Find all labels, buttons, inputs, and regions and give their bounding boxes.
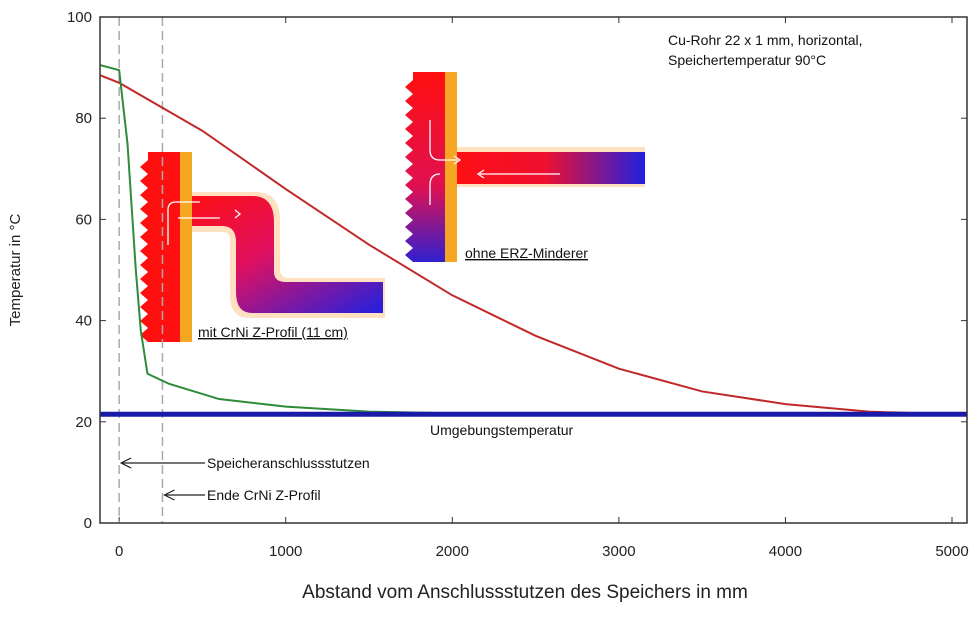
- insulation: [180, 152, 192, 342]
- y-tick-label: 100: [67, 9, 92, 26]
- plot-frame: [99, 16, 968, 524]
- line-series: [99, 74, 967, 416]
- series-label: Umgebungstemperatur: [430, 422, 574, 438]
- series-label: mit CrNi Z-Profil (11 cm): [198, 324, 348, 340]
- x-tick-label: 5000: [935, 543, 968, 560]
- y-tick-label: 0: [84, 515, 92, 532]
- y-tick-label: 80: [75, 110, 92, 127]
- y-axis-title: Temperatur in °C: [7, 213, 24, 326]
- pipe: [445, 152, 645, 184]
- annotation: Speichertemperatur 90°C: [668, 52, 826, 68]
- y-tick-label: 40: [75, 313, 92, 330]
- tank-wall: [140, 152, 180, 342]
- y-tick-label: 20: [75, 414, 92, 431]
- y-tick-label: 60: [75, 211, 92, 228]
- annotation: Cu-Rohr 22 x 1 mm, horizontal,: [668, 32, 863, 48]
- series-label: ohne ERZ-Minderer: [465, 245, 588, 261]
- x-tick-label: 1000: [269, 543, 302, 560]
- pipe: [180, 196, 383, 313]
- x-tick-label: 3000: [602, 543, 635, 560]
- insulation: [445, 72, 457, 262]
- reference-label: Ende CrNi Z-Profil: [207, 487, 321, 503]
- x-tick-label: 4000: [769, 543, 802, 560]
- tank-wall: [405, 72, 445, 262]
- arrow: [163, 489, 205, 501]
- pipe-illustrations: [140, 72, 645, 342]
- x-tick-label: 0: [115, 543, 123, 560]
- flow-arrows: [167, 201, 242, 245]
- x-axis-title: Abstand vom Anschlussstutzen des Speiche…: [302, 582, 748, 603]
- arrow: [119, 457, 205, 469]
- flow-arrows: [429, 120, 560, 205]
- reference-label: Speicheranschlussstutzen: [207, 455, 370, 471]
- x-tick-label: 2000: [436, 543, 469, 560]
